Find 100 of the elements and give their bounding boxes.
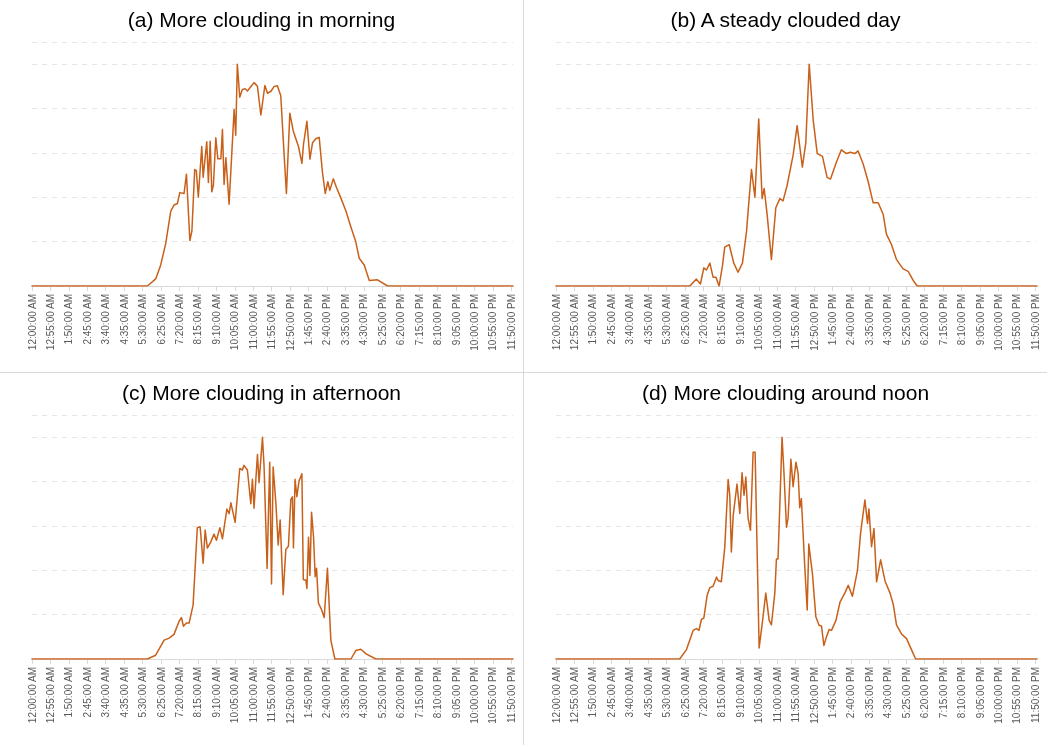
- x-tick-label: 4:35:00 AM: [118, 667, 130, 718]
- chart-title: (d) More clouding around noon: [641, 381, 930, 404]
- x-tick-label: 5:25:00 PM: [900, 667, 912, 719]
- x-tick-label: 11:55:00 AM: [790, 667, 802, 723]
- chart-title: (a) More clouding in morning: [127, 8, 396, 31]
- x-tick-label: 11:50:00 PM: [1029, 667, 1041, 723]
- x-tick-label: 4:30:00 PM: [882, 667, 894, 719]
- x-tick-label: 11:00:00 AM: [247, 667, 259, 723]
- x-tick-label: 3:40:00 AM: [624, 294, 636, 345]
- x-tick-label: 2:45:00 AM: [81, 294, 93, 345]
- x-tick-label: 6:25:00 AM: [679, 667, 691, 718]
- x-tick-label: 8:15:00 AM: [192, 667, 204, 718]
- x-tick-label: 10:55:00 PM: [1011, 294, 1023, 351]
- x-tick-label: 7:20:00 AM: [697, 294, 709, 345]
- x-tick-label: 10:00:00 PM: [992, 667, 1004, 724]
- chart-title: (b) A steady clouded day: [670, 8, 901, 31]
- x-tick-label: 6:20:00 PM: [919, 294, 931, 346]
- x-tick-label: 11:00:00 AM: [771, 667, 783, 723]
- x-tick-label: 12:50:00 PM: [284, 294, 296, 351]
- x-tick-label: 10:05:00 AM: [753, 294, 765, 351]
- x-tick-label: 11:55:00 AM: [266, 667, 278, 723]
- x-tick-label: 1:45:00 PM: [827, 667, 839, 719]
- x-tick-label: 9:05:00 PM: [450, 667, 462, 719]
- x-tick-label: 4:35:00 AM: [642, 294, 654, 345]
- x-tick-label: 6:20:00 PM: [919, 667, 931, 719]
- x-tick-label: 3:40:00 AM: [100, 667, 112, 718]
- x-tick-label: 5:25:00 PM: [900, 294, 912, 346]
- x-tick-label: 12:00:00 AM: [26, 667, 38, 724]
- x-tick-label: 7:15:00 PM: [413, 667, 425, 719]
- x-tick-label: 6:20:00 PM: [395, 667, 407, 719]
- x-tick-label: 7:20:00 AM: [173, 294, 185, 345]
- x-tick-label: 10:55:00 PM: [487, 294, 499, 351]
- x-tick-label: 11:55:00 AM: [790, 294, 802, 350]
- x-tick-label: 6:25:00 AM: [155, 294, 167, 345]
- x-tick-label: 5:30:00 AM: [137, 294, 149, 345]
- x-tick-label: 10:00:00 PM: [468, 294, 480, 351]
- x-tick-label: 12:55:00 AM: [568, 667, 580, 724]
- x-tick-label: 9:05:00 PM: [974, 294, 986, 346]
- x-tick-label: 3:35:00 PM: [863, 294, 875, 346]
- x-tick-label: 11:50:00 PM: [505, 667, 517, 723]
- x-tick-label: 2:40:00 PM: [845, 667, 857, 719]
- x-tick-label: 10:00:00 PM: [468, 667, 480, 724]
- x-tick-label: 11:50:00 PM: [505, 294, 517, 350]
- x-tick-label: 9:10:00 AM: [734, 667, 746, 718]
- x-tick-label: 7:20:00 AM: [173, 667, 185, 718]
- x-tick-label: 1:45:00 PM: [303, 667, 315, 719]
- x-tick-label: 7:20:00 AM: [697, 667, 709, 718]
- x-tick-label: 5:30:00 AM: [137, 667, 149, 718]
- x-tick-label: 6:25:00 AM: [155, 667, 167, 718]
- x-tick-label: 11:00:00 AM: [771, 294, 783, 350]
- x-tick-label: 2:40:00 PM: [321, 294, 333, 346]
- x-tick-label: 10:55:00 PM: [1011, 667, 1023, 724]
- x-tick-label: 10:05:00 AM: [229, 294, 241, 351]
- x-tick-label: 2:45:00 AM: [605, 667, 617, 718]
- x-tick-label: 8:10:00 PM: [956, 667, 968, 719]
- x-tick-label: 7:15:00 PM: [937, 667, 949, 719]
- x-tick-label: 2:40:00 PM: [321, 667, 333, 719]
- x-tick-label: 10:05:00 AM: [229, 667, 241, 724]
- x-tick-label: 7:15:00 PM: [413, 294, 425, 346]
- x-tick-label: 4:30:00 PM: [358, 667, 370, 719]
- x-tick-label: 4:35:00 AM: [642, 667, 654, 718]
- x-tick-label: 11:55:00 AM: [266, 294, 278, 350]
- x-tick-label: 9:05:00 PM: [450, 294, 462, 346]
- x-tick-label: 4:35:00 AM: [118, 294, 130, 345]
- x-tick-label: 3:35:00 PM: [339, 294, 351, 346]
- x-tick-label: 12:55:00 AM: [44, 294, 56, 351]
- x-tick-label: 4:30:00 PM: [882, 294, 894, 346]
- x-tick-label: 12:00:00 AM: [550, 294, 562, 351]
- x-tick-label: 10:00:00 PM: [992, 294, 1004, 351]
- x-tick-label: 3:35:00 PM: [863, 667, 875, 719]
- chart-title: (c) More clouding in afternoon: [122, 381, 401, 404]
- x-tick-label: 3:35:00 PM: [339, 667, 351, 719]
- x-tick-label: 6:25:00 AM: [679, 294, 691, 345]
- x-tick-label: 2:40:00 PM: [845, 294, 857, 346]
- x-tick-label: 9:10:00 AM: [734, 294, 746, 345]
- x-tick-label: 1:50:00 AM: [587, 294, 599, 345]
- x-tick-label: 4:30:00 PM: [358, 294, 370, 346]
- x-tick-label: 3:40:00 AM: [624, 667, 636, 718]
- x-tick-label: 6:20:00 PM: [395, 294, 407, 346]
- x-tick-label: 1:50:00 AM: [63, 294, 75, 345]
- x-tick-label: 11:50:00 PM: [1029, 294, 1041, 350]
- x-tick-label: 9:10:00 AM: [210, 294, 222, 345]
- x-tick-label: 1:50:00 AM: [63, 667, 75, 718]
- x-tick-label: 3:40:00 AM: [100, 294, 112, 345]
- x-tick-label: 9:05:00 PM: [974, 667, 986, 719]
- x-tick-label: 8:15:00 AM: [716, 667, 728, 718]
- x-tick-label: 1:45:00 PM: [827, 294, 839, 346]
- x-tick-label: 8:10:00 PM: [432, 667, 444, 719]
- x-tick-label: 12:50:00 PM: [808, 667, 820, 724]
- x-tick-label: 5:25:00 PM: [376, 667, 388, 719]
- x-tick-label: 9:10:00 AM: [210, 667, 222, 718]
- x-tick-label: 7:15:00 PM: [937, 294, 949, 346]
- x-tick-label: 1:50:00 AM: [587, 667, 599, 718]
- x-tick-label: 12:50:00 PM: [284, 667, 296, 724]
- x-tick-label: 8:15:00 AM: [716, 294, 728, 345]
- x-tick-label: 10:55:00 PM: [487, 667, 499, 724]
- x-tick-label: 12:55:00 AM: [568, 294, 580, 351]
- x-tick-label: 1:45:00 PM: [303, 294, 315, 346]
- x-tick-label: 11:00:00 AM: [247, 294, 259, 350]
- x-tick-label: 10:05:00 AM: [753, 667, 765, 724]
